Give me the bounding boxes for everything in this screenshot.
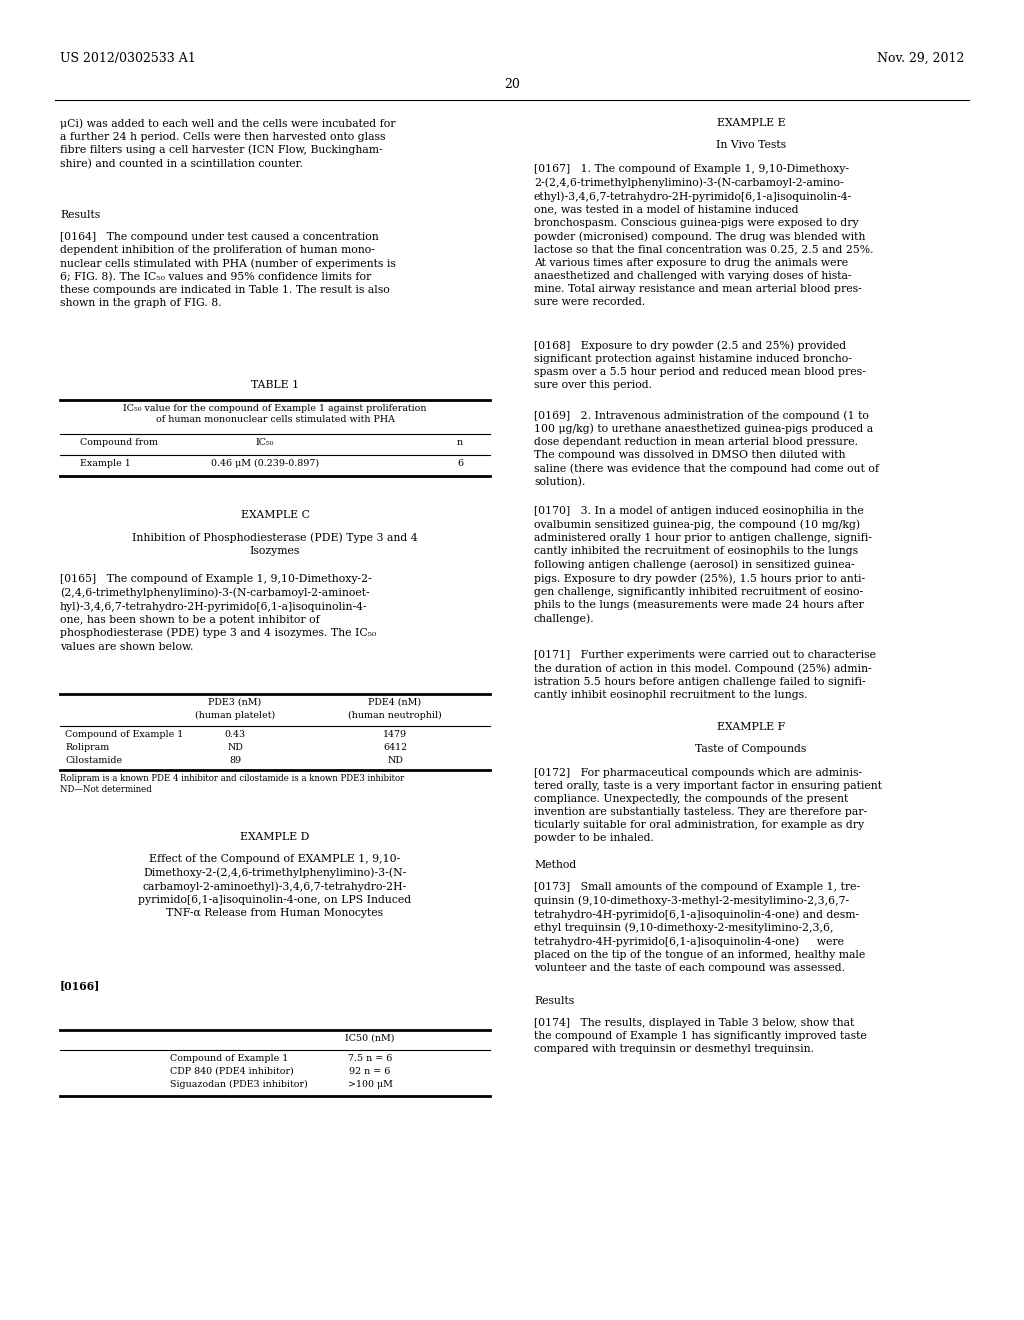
Text: (human platelet): (human platelet) — [195, 711, 275, 721]
Text: Rolipram: Rolipram — [65, 743, 110, 752]
Text: 6: 6 — [457, 459, 463, 469]
Text: [0167]   1. The compound of Example 1, 9,10-Dimethoxy-
2-(2,4,6-trimethylphenyli: [0167] 1. The compound of Example 1, 9,1… — [534, 164, 873, 306]
Text: 92 n = 6: 92 n = 6 — [349, 1067, 391, 1076]
Text: Compound of Example 1: Compound of Example 1 — [65, 730, 183, 739]
Text: 0.43: 0.43 — [224, 730, 246, 739]
Text: [0168]   Exposure to dry powder (2.5 and 25%) provided
significant protection ag: [0168] Exposure to dry powder (2.5 and 2… — [534, 341, 865, 389]
Text: US 2012/0302533 A1: US 2012/0302533 A1 — [60, 51, 196, 65]
Text: Cilostamide: Cilostamide — [65, 756, 122, 766]
Text: Inhibition of Phosphodiesterase (PDE) Type 3 and 4
Isozymes: Inhibition of Phosphodiesterase (PDE) Ty… — [132, 532, 418, 556]
Text: >100 μM: >100 μM — [347, 1080, 392, 1089]
Text: Method: Method — [534, 861, 577, 870]
Text: (human neutrophil): (human neutrophil) — [348, 711, 442, 721]
Text: PDE4 (nM): PDE4 (nM) — [369, 698, 422, 708]
Text: n: n — [457, 438, 463, 447]
Text: 89: 89 — [229, 756, 241, 766]
Text: [0171]   Further experiments were carried out to characterise
the duration of ac: [0171] Further experiments were carried … — [534, 649, 876, 700]
Text: Compound from: Compound from — [80, 438, 158, 447]
Text: EXAMPLE D: EXAMPLE D — [241, 832, 309, 842]
Text: [0164]   The compound under test caused a concentration
dependent inhibition of : [0164] The compound under test caused a … — [60, 232, 396, 309]
Text: Compound of Example 1: Compound of Example 1 — [170, 1053, 288, 1063]
Text: [0166]: [0166] — [60, 979, 100, 991]
Text: IC₅₀: IC₅₀ — [256, 438, 274, 447]
Text: [0169]   2. Intravenous administration of the compound (1 to
100 μg/kg) to ureth: [0169] 2. Intravenous administration of … — [534, 411, 879, 488]
Text: Results: Results — [534, 997, 574, 1006]
Text: Example 1: Example 1 — [80, 459, 131, 469]
Text: 6412: 6412 — [383, 743, 408, 752]
Text: μCi) was added to each well and the cells were incubated for
a further 24 h peri: μCi) was added to each well and the cell… — [60, 117, 395, 169]
Text: 1479: 1479 — [383, 730, 408, 739]
Text: Rolipram is a known PDE 4 inhibitor and cilostamide is a known PDE3 inhibitor
ND: Rolipram is a known PDE 4 inhibitor and … — [60, 774, 404, 795]
Text: ND: ND — [227, 743, 243, 752]
Text: EXAMPLE C: EXAMPLE C — [241, 510, 309, 520]
Text: [0165]   The compound of Example 1, 9,10-Dimethoxy-2-
(2,4,6-trimethylphenylimin: [0165] The compound of Example 1, 9,10-D… — [60, 574, 376, 652]
Text: EXAMPLE E: EXAMPLE E — [717, 117, 785, 128]
Text: PDE3 (nM): PDE3 (nM) — [208, 698, 261, 708]
Text: EXAMPLE F: EXAMPLE F — [717, 722, 785, 733]
Text: Taste of Compounds: Taste of Compounds — [695, 744, 807, 754]
Text: 0.46 μM (0.239-0.897): 0.46 μM (0.239-0.897) — [211, 459, 319, 469]
Text: Results: Results — [60, 210, 100, 220]
Text: [0172]   For pharmaceutical compounds which are adminis-
tered orally, taste is : [0172] For pharmaceutical compounds whic… — [534, 768, 882, 843]
Text: ND: ND — [387, 756, 402, 766]
Text: In Vivo Tests: In Vivo Tests — [716, 140, 786, 150]
Text: Nov. 29, 2012: Nov. 29, 2012 — [877, 51, 964, 65]
Text: CDP 840 (PDE4 inhibitor): CDP 840 (PDE4 inhibitor) — [170, 1067, 294, 1076]
Text: 20: 20 — [504, 78, 520, 91]
Text: TABLE 1: TABLE 1 — [251, 380, 299, 389]
Text: Effect of the Compound of EXAMPLE 1, 9,10-
Dimethoxy-2-(2,4,6-trimethylphenylimi: Effect of the Compound of EXAMPLE 1, 9,1… — [138, 854, 412, 917]
Text: IC₅₀ value for the compound of Example 1 against proliferation
of human mononucl: IC₅₀ value for the compound of Example 1… — [123, 404, 427, 425]
Text: 7.5 n = 6: 7.5 n = 6 — [348, 1053, 392, 1063]
Text: [0170]   3. In a model of antigen induced eosinophilia in the
ovalbumin sensitiz: [0170] 3. In a model of antigen induced … — [534, 506, 871, 624]
Text: IC50 (nM): IC50 (nM) — [345, 1034, 394, 1043]
Text: [0173]   Small amounts of the compound of Example 1, tre-
quinsin (9,10-dimethox: [0173] Small amounts of the compound of … — [534, 882, 865, 973]
Text: [0174]   The results, displayed in Table 3 below, show that
the compound of Exam: [0174] The results, displayed in Table 3… — [534, 1018, 866, 1055]
Text: Siguazodan (PDE3 inhibitor): Siguazodan (PDE3 inhibitor) — [170, 1080, 308, 1089]
